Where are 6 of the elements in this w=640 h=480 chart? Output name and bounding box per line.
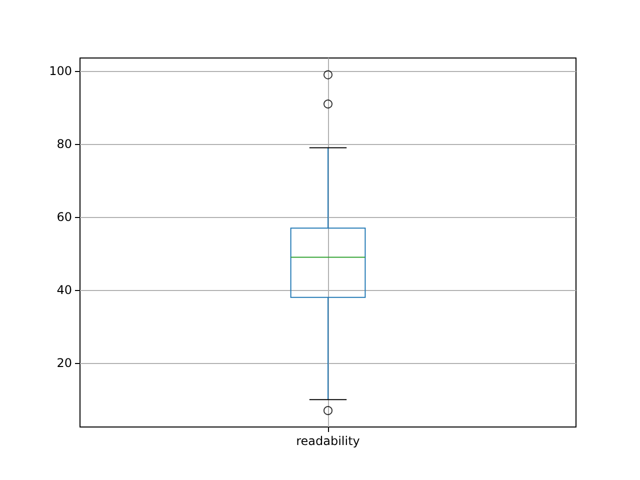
y-tick-label: 20	[56, 356, 72, 370]
y-tick-label: 100	[49, 64, 72, 78]
x-tick-label: readability	[296, 434, 360, 448]
y-tick-label: 40	[56, 283, 72, 298]
y-tick-label: 60	[56, 210, 72, 224]
y-tick-label: 80	[56, 137, 72, 152]
